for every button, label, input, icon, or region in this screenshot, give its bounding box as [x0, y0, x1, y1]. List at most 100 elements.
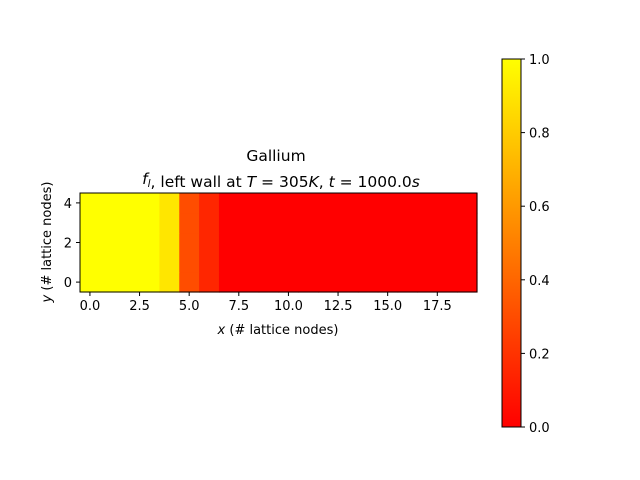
heatmap-cell [338, 272, 359, 293]
heatmap-cell [258, 252, 280, 273]
heatmap-cell [179, 252, 200, 273]
chart-title: Gallium fl, left wall at T = 305K, t = 1… [142, 147, 420, 191]
colorbar-tick-label: 1.0 [529, 53, 550, 68]
heatmap-cell [99, 252, 121, 273]
heatmap-cell [119, 232, 141, 253]
heatmap-cell [338, 193, 359, 214]
heatmap-cell [457, 252, 478, 273]
heatmap-cell [278, 272, 299, 293]
heatmap-cell [99, 232, 121, 253]
colorbar-tick-label: 0.8 [529, 127, 550, 142]
heatmap [80, 193, 478, 293]
heatmap-cell [199, 193, 220, 214]
heatmap-cell [457, 212, 478, 234]
x-tick-label: 0.0 [80, 299, 101, 314]
heatmap-cell [278, 193, 299, 214]
heatmap-cell [397, 193, 419, 214]
heatmap-cell [397, 232, 419, 253]
heatmap-cell [318, 212, 339, 234]
heatmap-cell [159, 193, 180, 214]
heatmap-cell [278, 232, 299, 253]
colorbar-frame [501, 58, 522, 428]
heatmap-cell [199, 272, 220, 293]
colorbar-tick-label: 0.0 [529, 421, 550, 436]
heatmap-cell [417, 212, 438, 234]
heatmap-cell [139, 232, 160, 253]
heatmap-cell [258, 193, 280, 214]
colorbar-tick-label: 0.2 [529, 347, 550, 362]
heatmap-cell [159, 272, 180, 293]
heatmap-cell [139, 193, 160, 214]
colorbar-tick-label: 0.4 [529, 274, 550, 289]
heatmap-cell [397, 252, 419, 273]
heatmap-cell [238, 272, 260, 293]
heatmap-cell [457, 193, 478, 214]
heatmap-cell [99, 193, 121, 214]
heatmap-cell [159, 232, 180, 253]
y-tick-label: 2 [64, 237, 72, 252]
heatmap-cell [119, 212, 141, 234]
heatmap-cell [218, 252, 240, 273]
heatmap-cell [278, 212, 299, 234]
heatmap-cell [218, 212, 240, 234]
heatmap-cell [298, 252, 319, 273]
heatmap-cell [139, 272, 160, 293]
y-tick-label: 0 [64, 276, 72, 291]
heatmap-cell [238, 252, 260, 273]
heatmap-cell [357, 232, 379, 253]
heatmap-cell [298, 193, 319, 214]
heatmap-cell [318, 252, 339, 273]
y-axis: 0 2 4 [64, 197, 80, 291]
heatmap-cell [298, 232, 319, 253]
heatmap-cell [377, 272, 399, 293]
heatmap-cell [179, 272, 200, 293]
y-axis-label: y (# lattice nodes) [40, 182, 55, 304]
heatmap-cell [99, 272, 121, 293]
heatmap-cell [417, 272, 438, 293]
heatmap-cell [457, 232, 478, 253]
heatmap-cell [397, 212, 419, 234]
title-line1: Gallium [246, 147, 305, 165]
heatmap-cell [357, 212, 379, 234]
heatmap-cell [338, 252, 359, 273]
heatmap-cell [377, 212, 399, 234]
x-tick-label: 2.5 [129, 299, 150, 314]
heatmap-cell [80, 193, 101, 214]
heatmap-cell [199, 232, 220, 253]
heatmap-cell [417, 193, 438, 214]
x-axis-label: x (# lattice nodes) [217, 323, 339, 338]
heatmap-cell [238, 212, 260, 234]
heatmap-cell [119, 193, 141, 214]
heatmap-cell [318, 232, 339, 253]
heatmap-cell [139, 252, 160, 273]
heatmap-cell [218, 232, 240, 253]
heatmap-cell [238, 232, 260, 253]
heatmap-cell [397, 272, 419, 293]
heatmap-cell [318, 193, 339, 214]
heatmap-cell [179, 212, 200, 234]
heatmap-cell [377, 232, 399, 253]
heatmap-cell [199, 212, 220, 234]
heatmap-cell [139, 212, 160, 234]
heatmap-cell [238, 193, 260, 214]
heatmap-cell [318, 272, 339, 293]
heatmap-cell [377, 252, 399, 273]
heatmap-cell [80, 212, 101, 234]
x-tick-label: 15.0 [373, 299, 402, 314]
x-tick-label: 7.5 [228, 299, 249, 314]
heatmap-cell [357, 252, 379, 273]
title-line2: fl, left wall at T = 305K, t = 1000.0s [142, 170, 420, 191]
heatmap-cell [119, 272, 141, 293]
heatmap-cell [218, 193, 240, 214]
heatmap-cell [357, 193, 379, 214]
heatmap-cell [119, 252, 141, 273]
heatmap-cell [80, 232, 101, 253]
x-tick-label: 5.0 [179, 299, 200, 314]
heatmap-cell [80, 272, 101, 293]
x-tick-label: 17.5 [423, 299, 452, 314]
colorbar-gradient [502, 59, 521, 427]
heatmap-cell [298, 272, 319, 293]
colorbar: 0.0 0.2 0.4 0.6 0.8 1.0 [501, 53, 550, 436]
heatmap-cell [218, 272, 240, 293]
heatmap-cell [258, 272, 280, 293]
